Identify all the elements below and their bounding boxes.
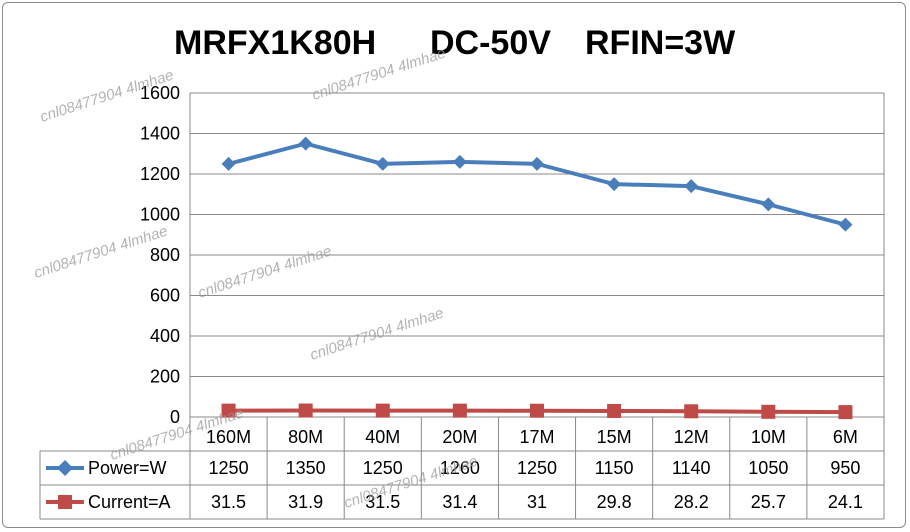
y-tick-label: 600 <box>150 286 180 306</box>
data-label: 1250 <box>517 458 557 478</box>
x-tick-label: 10M <box>751 427 786 447</box>
data-point <box>298 136 313 151</box>
data-point <box>684 404 699 419</box>
data-label: 1150 <box>595 458 634 478</box>
x-tick-label: 6M <box>833 427 858 447</box>
data-label: 29.8 <box>597 492 632 512</box>
watermark-text: cnl08477904 4lmhae <box>308 305 446 364</box>
legend-key-marker <box>58 495 72 509</box>
y-tick-label: 1600 <box>140 83 180 103</box>
data-label: 31.9 <box>288 492 323 512</box>
chart-title: MRFX1K80H DC-50V RFIN=3W <box>174 24 736 62</box>
title-rfin: RFIN=3W <box>585 24 736 62</box>
legend-entry: Power=W <box>88 458 167 478</box>
data-point <box>221 403 236 418</box>
x-tick-label: 12M <box>674 427 709 447</box>
data-point <box>838 217 853 232</box>
data-point <box>607 177 622 192</box>
title-model: MRFX1K80H <box>174 24 376 62</box>
data-label: 1350 <box>286 458 326 478</box>
data-label: 1260 <box>440 458 480 478</box>
data-point <box>530 403 544 418</box>
title-voltage: DC-50V <box>430 24 551 62</box>
data-point <box>375 156 390 171</box>
x-tick-label: 40M <box>365 427 400 447</box>
data-label: 31 <box>527 492 547 512</box>
watermark-layer: cnl08477904 4lmhae cnl08477904 4lmhaecnl0… <box>32 45 480 512</box>
data-point <box>452 154 467 169</box>
legend-key-marker <box>57 460 73 476</box>
y-tick-label: 800 <box>150 245 180 265</box>
data-table: 160M 80M 40M 20M 17M 15M 12M 10M 6M Power=W 1250 13… <box>39 417 885 520</box>
watermark-text: cnl08477904 4lmhae <box>196 243 334 302</box>
x-tick-label: 80M <box>288 427 323 447</box>
data-point <box>761 197 776 212</box>
data-point <box>452 403 467 418</box>
data-point <box>221 156 236 171</box>
data-label: 31.4 <box>442 492 477 512</box>
series-line <box>228 141 846 227</box>
x-tick-label: 160M <box>206 427 251 447</box>
x-tick-label: 15M <box>597 427 632 447</box>
data-point <box>607 403 622 418</box>
data-label: 28.2 <box>674 492 709 512</box>
data-label: 25.7 <box>751 492 786 512</box>
legend-entry: Current=A <box>88 492 171 512</box>
y-tick-label: 0 <box>170 407 180 427</box>
y-tick-label: 1200 <box>140 164 180 184</box>
data-point <box>375 403 390 418</box>
data-label: 1250 <box>363 458 403 478</box>
data-label: 24.1 <box>828 492 863 512</box>
data-label: 31.5 <box>211 492 246 512</box>
data-point <box>761 404 776 419</box>
data-label: 1250 <box>209 458 249 478</box>
y-tick-label: 1400 <box>140 124 180 144</box>
data-label: 1140 <box>672 458 711 478</box>
data-point <box>530 156 544 171</box>
y-axis-ticks: 0 200 400 600 800 1000 1200 1400 1600 <box>140 83 180 427</box>
data-label: 1050 <box>748 458 788 478</box>
x-tick-label: 20M <box>442 427 477 447</box>
data-point <box>838 405 853 420</box>
x-tick-label: 17M <box>519 427 554 447</box>
y-tick-label: 200 <box>150 367 180 387</box>
data-point <box>684 179 699 194</box>
series-layer <box>221 136 853 420</box>
y-tick-label: 400 <box>150 326 180 346</box>
y-tick-label: 1000 <box>140 205 180 225</box>
data-label: 950 <box>830 458 860 478</box>
data-point <box>298 403 313 418</box>
data-label: 31.5 <box>365 492 400 512</box>
